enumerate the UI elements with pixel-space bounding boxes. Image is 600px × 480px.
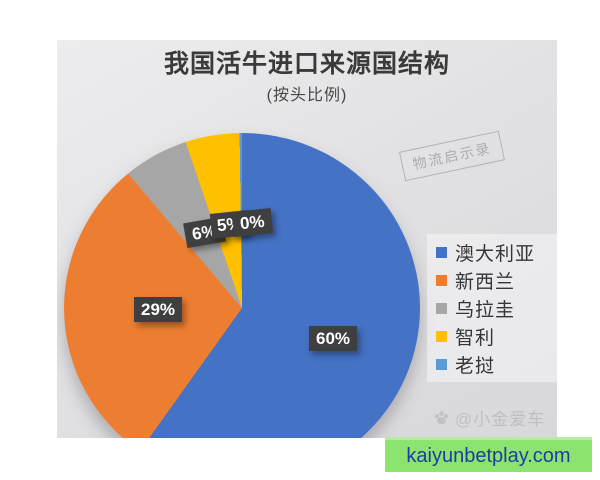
legend-item-new-zealand: 新西兰	[436, 266, 557, 294]
chart-card: 我国活牛进口来源国结构 (按头比例) 物流启示录 60% 29% 6% 5% 0…	[57, 40, 557, 438]
author-watermark: @小金爱车	[433, 405, 545, 430]
pie-data-label: 0%	[231, 208, 273, 237]
author-name: @小金爱车	[455, 410, 546, 429]
legend-item-australia: 澳大利亚	[436, 238, 557, 266]
pie-chart	[64, 133, 420, 438]
legend-panel	[427, 234, 557, 382]
chart-title: 我国活牛进口来源国结构	[163, 50, 450, 78]
legend-swatch	[436, 274, 447, 286]
ad-link[interactable]: kaiyunbetplay.com	[385, 437, 592, 472]
legend-swatch	[436, 358, 447, 370]
legend: 澳大利亚 新西兰 乌拉圭 智利 老挝	[436, 238, 557, 378]
legend-item-laos: 老挝	[436, 350, 557, 378]
legend-item-chile: 智利	[436, 322, 557, 350]
pie-data-label: 29%	[134, 297, 183, 322]
legend-swatch	[436, 246, 447, 258]
paw-icon	[434, 411, 449, 425]
legend-swatch	[436, 330, 447, 342]
stamp-watermark: 物流启示录	[398, 130, 506, 182]
chart-subtitle: (按头比例)	[266, 87, 348, 104]
legend-swatch	[436, 302, 447, 314]
pie-data-label: 60%	[309, 326, 358, 351]
legend-item-uruguay: 乌拉圭	[436, 294, 557, 322]
